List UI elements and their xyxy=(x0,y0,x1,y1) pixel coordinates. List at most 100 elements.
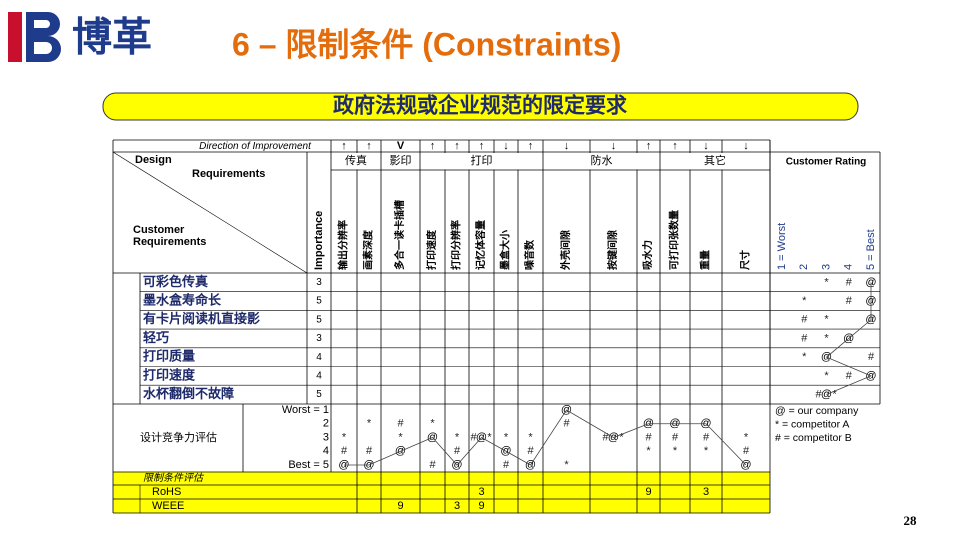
column-label: 墨盒大小 xyxy=(499,230,512,270)
group-mask xyxy=(689,153,691,170)
requirement-label: 有卡片阅读机直接影 xyxy=(143,311,260,326)
qfd-table: Direction of Improvement Design Requiremen… xyxy=(112,139,881,514)
requirement-label: 墨水盒寿命长 xyxy=(143,292,222,307)
rating-symbol: @ xyxy=(865,276,876,288)
rating-symbol: * xyxy=(832,388,837,400)
direction-arrow: ↑ xyxy=(366,140,372,152)
evaluation-scale-label: 3 xyxy=(323,431,329,443)
rating-symbol: # xyxy=(801,332,808,344)
rating-line xyxy=(825,282,873,395)
evaluation-scale-label: 2 xyxy=(323,418,329,430)
importance-value: 5 xyxy=(316,296,322,307)
direction-arrow: ↑ xyxy=(646,140,652,152)
requirements-label: Requirements xyxy=(192,168,265,180)
group-label: 其它 xyxy=(704,153,726,167)
requirement-label: 水杯翻倒不故障 xyxy=(143,386,234,401)
requirement-label: 轻巧 xyxy=(143,330,169,345)
group-mask xyxy=(444,153,446,170)
constraint-value: 9 xyxy=(645,486,651,498)
banner-text: 政府法规或企业规范的限定要求 xyxy=(333,94,627,118)
rating-symbol: * xyxy=(824,276,829,288)
group-label: 影印 xyxy=(390,154,412,167)
importance-value: 3 xyxy=(316,277,322,288)
column-label: 尺寸 xyxy=(739,250,752,270)
logo-bar xyxy=(8,12,22,62)
column-label: 噪音数 xyxy=(523,239,536,270)
direction-arrow: ↑ xyxy=(479,140,485,152)
rating-symbol: * xyxy=(824,332,829,344)
customer-label: Customer xyxy=(133,224,185,236)
group-mask xyxy=(356,153,358,170)
group-mask xyxy=(468,153,470,170)
column-label: 吸水力 xyxy=(641,240,654,270)
direction-label: Direction of Improvement xyxy=(199,141,312,152)
rating-symbol: * xyxy=(487,431,492,443)
column-label: 输出分辨率 xyxy=(337,220,350,270)
constraint-name: WEEE xyxy=(152,500,184,512)
rating-symbol: * xyxy=(367,418,372,430)
legend-entry: @ = our company xyxy=(775,405,859,417)
rating-symbol: * xyxy=(646,445,651,457)
logo-text: 博革 xyxy=(72,16,152,60)
direction-arrow: ↓ xyxy=(503,140,509,152)
rating-symbol: # xyxy=(645,431,652,443)
rating-symbol: # xyxy=(801,314,808,326)
group-mask xyxy=(589,153,591,170)
evaluation-line xyxy=(344,409,747,466)
evaluation-scale-label: 4 xyxy=(323,445,329,457)
rating-scale-label: 2 xyxy=(798,264,810,270)
rating-symbol: # xyxy=(341,445,348,457)
group-mask xyxy=(721,153,723,170)
rating-symbol: # xyxy=(366,445,373,457)
importance-value: 3 xyxy=(316,333,322,344)
constraint-band xyxy=(113,472,770,513)
direction-arrow: ↓ xyxy=(564,140,570,152)
logo-mark xyxy=(26,12,61,62)
requirement-label: 可彩色传真 xyxy=(143,274,208,289)
constraint-value: 3 xyxy=(454,500,460,512)
rating-symbol: * xyxy=(673,445,678,457)
rating-symbol: * xyxy=(342,431,347,443)
evaluation-scale-label: Best = 5 xyxy=(288,459,329,471)
design-label: Design xyxy=(135,154,172,166)
rating-symbol: # xyxy=(672,431,679,443)
rating-symbol: * xyxy=(824,314,829,326)
rating-scale-label: 3 xyxy=(820,264,832,270)
rating-scale-label: 1 = Worst xyxy=(776,223,788,270)
constraint-value: 3 xyxy=(478,486,484,498)
page-number: 28 xyxy=(904,513,918,528)
group-mask xyxy=(517,153,519,170)
rating-symbol: # xyxy=(470,431,477,443)
rating-symbol: * xyxy=(528,431,533,443)
column-label: 按键间隙 xyxy=(606,230,619,270)
rating-symbol: * xyxy=(504,431,509,443)
rating-symbol: # xyxy=(868,351,875,363)
direction-arrow: V xyxy=(397,140,405,152)
rating-symbol: # xyxy=(454,445,461,457)
column-label: 记忆体容量 xyxy=(474,220,487,270)
column-label: 可打印张数量 xyxy=(668,210,681,270)
rating-symbol: * xyxy=(824,370,829,382)
rating-symbol: # xyxy=(429,459,436,471)
rating-symbol: * xyxy=(802,295,807,307)
direction-arrow: ↓ xyxy=(703,140,709,152)
rating-symbol: # xyxy=(846,295,853,307)
banner xyxy=(102,92,859,121)
constraint-value: 9 xyxy=(478,500,484,512)
rating-symbol: # xyxy=(563,418,570,430)
column-label: 画素深度 xyxy=(362,229,375,270)
group-label: 打印 xyxy=(471,153,493,167)
rating-symbol: * xyxy=(455,431,460,443)
importance-value: 5 xyxy=(316,314,322,325)
evaluation-scale-label: Worst = 1 xyxy=(282,404,329,416)
importance-label: Importance xyxy=(313,211,325,270)
group-mask xyxy=(493,153,495,170)
rating-symbol: # xyxy=(815,388,822,400)
grid-line xyxy=(112,151,308,274)
rating-scale-label: 5 = Best xyxy=(865,229,877,270)
constraints-title: 限制条件评估 xyxy=(143,472,205,484)
rating-symbol: * xyxy=(744,431,749,443)
importance-value: 5 xyxy=(316,389,322,400)
rating-symbol: * xyxy=(430,418,435,430)
